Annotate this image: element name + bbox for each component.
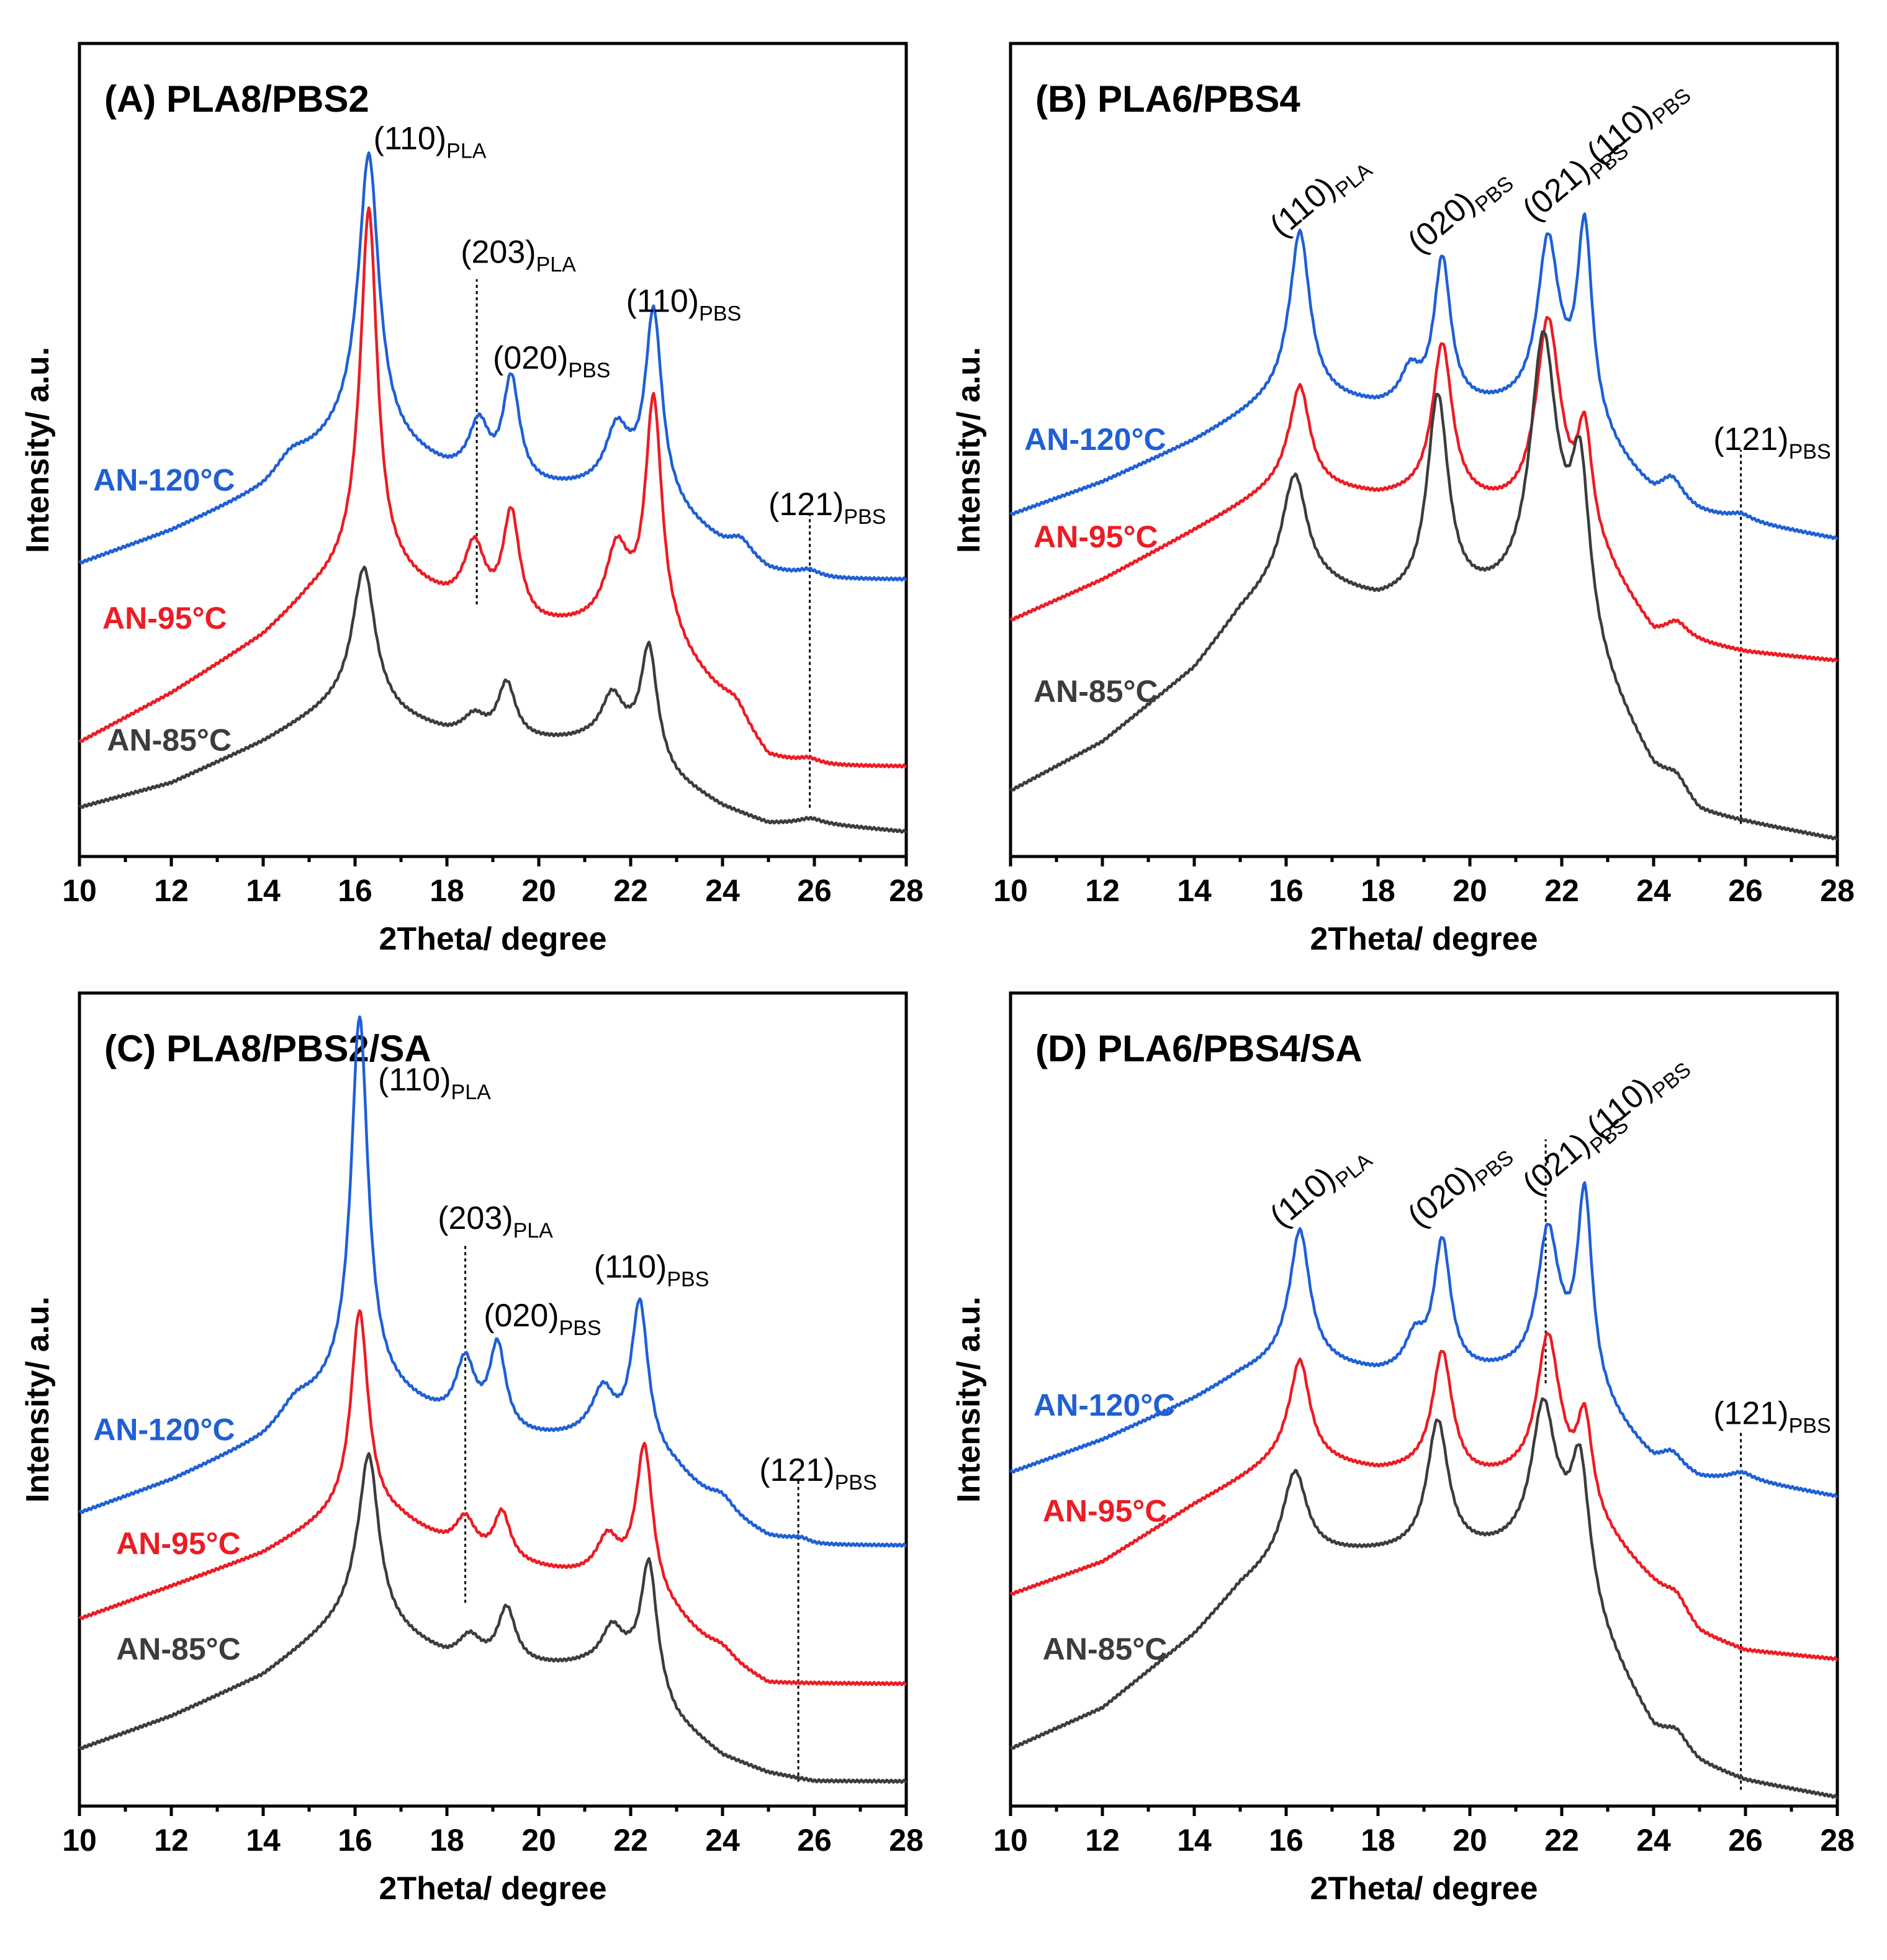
series-line-an-95 xyxy=(78,206,907,769)
reflection-annotation: (020)PBS xyxy=(1401,158,1518,266)
x-tick-label: 12 xyxy=(1085,1823,1120,1858)
panel-c: 10 12 14 16 18 20 22 24 26 28 2Theta/ degree Intens… xyxy=(20,991,924,1907)
reflection-annotation: (121)PBS xyxy=(759,1452,876,1495)
reflection-annotation: (121)PBS xyxy=(768,487,886,529)
x-axis-title: 2Theta/ degree xyxy=(1310,921,1538,957)
series-line-an-95 xyxy=(1009,316,1839,663)
x-tick-label: 22 xyxy=(613,1823,648,1858)
x-tick-label: 24 xyxy=(1636,1823,1671,1858)
x-tick-label: 20 xyxy=(521,1823,556,1858)
reflection-annotation: (110)PBS xyxy=(1580,1043,1696,1149)
reflection-annotation: (110)PLA xyxy=(1263,144,1377,249)
reflection-annotation: (203)PLA xyxy=(461,235,576,277)
x-tick-label: 18 xyxy=(430,873,464,908)
reflection-annotation: (020)PBS xyxy=(484,1298,601,1340)
reflection-annotation: (110)PBS xyxy=(1580,70,1696,176)
x-tick-label: 28 xyxy=(1820,873,1855,908)
series-line-an-120 xyxy=(1009,1181,1839,1499)
panel-d: 10 12 14 16 18 20 22 24 26 28 2Theta/ degree Intens… xyxy=(951,991,1855,1907)
x-tick-label: 28 xyxy=(1820,1823,1855,1858)
panel-title: (C) PLA8/PBS2/SA xyxy=(104,1028,431,1069)
x-axis-title: 2Theta/ degree xyxy=(379,1871,606,1907)
panel-title: (D) PLA6/PBS4/SA xyxy=(1035,1028,1362,1069)
x-tick-label: 18 xyxy=(1361,873,1395,908)
series-line-an-85 xyxy=(1009,330,1839,841)
x-tick-label: 26 xyxy=(1728,1823,1763,1858)
x-tick-label: 18 xyxy=(430,1823,464,1858)
reflection-annotation: (203)PLA xyxy=(438,1200,553,1243)
reflection-annotation: (121)PBS xyxy=(1713,421,1831,464)
x-tick-label: 16 xyxy=(1269,1823,1304,1858)
x-tick-label: 20 xyxy=(1452,873,1487,908)
series-line-an-120 xyxy=(78,1015,907,1548)
x-tick-label: 20 xyxy=(1452,1823,1487,1858)
x-tick-label: 10 xyxy=(993,1823,1028,1858)
x-tick-label: 24 xyxy=(705,873,740,908)
x-axis-title: 2Theta/ degree xyxy=(1310,1871,1538,1907)
series-label: AN-95°C xyxy=(102,601,227,636)
reflection-annotation: (110)PBS xyxy=(626,283,742,325)
series-label: AN-120°C xyxy=(1024,422,1166,457)
x-tick-label: 24 xyxy=(705,1823,740,1858)
y-axis-title: Intensity/ a.u. xyxy=(951,1297,987,1503)
x-tick-label: 26 xyxy=(1728,873,1763,908)
x-tick-label: 16 xyxy=(338,1823,372,1858)
series-label: AN-120°C xyxy=(93,1413,235,1447)
x-tick-label: 14 xyxy=(1177,1823,1212,1858)
x-tick-label: 14 xyxy=(246,1823,281,1858)
x-tick-label: 10 xyxy=(62,873,97,908)
series-label: AN-95°C xyxy=(1043,1494,1168,1529)
x-tick-label: 24 xyxy=(1636,873,1671,908)
y-axis-title: Intensity/ a.u. xyxy=(20,347,56,553)
series-label: AN-120°C xyxy=(1034,1388,1175,1423)
series-label: AN-85°C xyxy=(1034,674,1158,709)
reflection-annotation: (110)PBS xyxy=(594,1249,709,1292)
x-tick-label: 12 xyxy=(154,1823,189,1858)
reflection-annotation: (110)PLA xyxy=(378,1062,491,1104)
x-tick-label: 14 xyxy=(1177,873,1212,908)
x-tick-label: 28 xyxy=(889,1823,924,1858)
panel-title: (A) PLA8/PBS2 xyxy=(104,78,369,120)
series-label: AN-95°C xyxy=(116,1526,241,1561)
x-tick-label: 28 xyxy=(889,873,924,908)
x-tick-label: 22 xyxy=(1544,1823,1579,1858)
reflection-annotation: (110)PLA xyxy=(374,120,487,163)
series-line-an-120 xyxy=(78,151,907,582)
x-tick-label: 10 xyxy=(993,873,1028,908)
x-tick-label: 26 xyxy=(797,1823,832,1858)
x-tick-label: 22 xyxy=(613,873,648,908)
reflection-annotation: (020)PBS xyxy=(1401,1131,1518,1239)
series-label: AN-120°C xyxy=(93,463,235,498)
series-label: AN-95°C xyxy=(1034,519,1158,554)
x-tick-label: 16 xyxy=(1269,873,1304,908)
reflection-annotation: (020)PBS xyxy=(493,340,610,382)
series-line-an-85 xyxy=(1009,1397,1839,1799)
x-tick-label: 12 xyxy=(154,873,189,908)
x-tick-label: 22 xyxy=(1544,873,1579,908)
series-label: AN-85°C xyxy=(107,723,232,758)
x-tick-label: 14 xyxy=(246,873,281,908)
x-tick-label: 26 xyxy=(797,873,832,908)
series-line-an-95 xyxy=(78,1309,907,1686)
x-axis-title: 2Theta/ degree xyxy=(379,921,606,957)
series-label: AN-85°C xyxy=(116,1632,241,1666)
panel-a: 10 12 14 16 18 20 22 24 26 28 2Theta/ degree Intens… xyxy=(20,42,924,957)
x-tick-label: 20 xyxy=(521,873,556,908)
y-axis-title: Intensity/ a.u. xyxy=(20,1297,56,1503)
panel-b: 10 12 14 16 18 20 22 24 26 28 2Theta/ degree Intens… xyxy=(951,42,1855,957)
series-line-an-95 xyxy=(1009,1331,1839,1661)
x-tick-label: 10 xyxy=(62,1823,97,1858)
x-tick-label: 16 xyxy=(338,873,372,908)
series-label: AN-85°C xyxy=(1043,1632,1168,1666)
panel-title: (B) PLA6/PBS4 xyxy=(1035,78,1300,120)
series-line-an-120 xyxy=(1009,212,1839,541)
x-tick-label: 18 xyxy=(1361,1823,1395,1858)
reflection-annotation: (121)PBS xyxy=(1713,1395,1831,1437)
series-line-an-85 xyxy=(78,565,907,834)
reflection-annotation: (110)PLA xyxy=(1263,1135,1377,1239)
y-axis-title: Intensity/ a.u. xyxy=(951,347,987,553)
series-line-an-85 xyxy=(78,1452,907,1784)
x-tick-label: 12 xyxy=(1085,873,1120,908)
